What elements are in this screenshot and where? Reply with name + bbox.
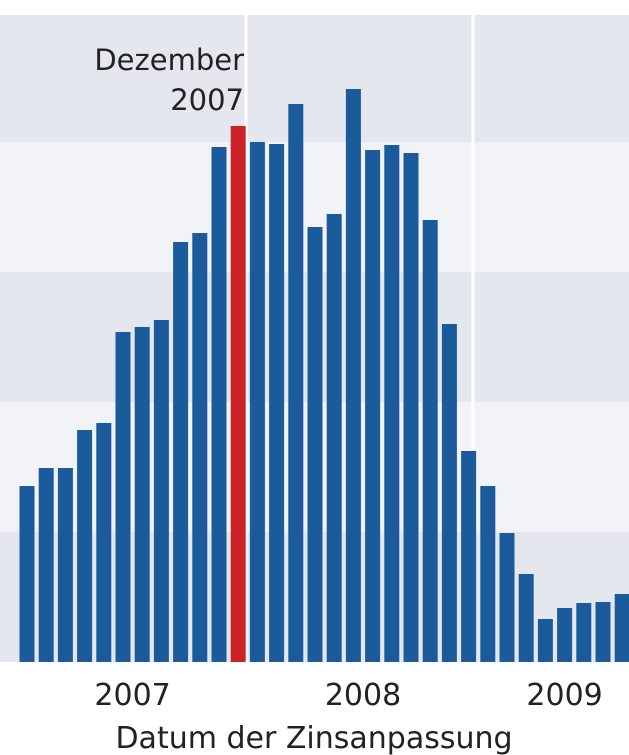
- bar: [537, 619, 553, 662]
- bar: [461, 451, 477, 662]
- bar: [576, 603, 592, 662]
- bar: [230, 126, 246, 662]
- bar: [307, 227, 323, 662]
- annotation: 2007: [170, 83, 244, 117]
- x-tick-label: 2009: [526, 678, 602, 713]
- bar: [499, 533, 515, 662]
- bar: [403, 153, 419, 662]
- bar: [211, 147, 227, 662]
- bar: [96, 423, 112, 662]
- bar: [19, 486, 35, 662]
- bar: [269, 144, 285, 662]
- bar: [557, 608, 573, 662]
- bar: [480, 486, 496, 662]
- bar: [345, 89, 361, 662]
- bar: [153, 320, 169, 662]
- bar: [115, 332, 131, 662]
- x-tick-label: 2008: [325, 678, 401, 713]
- bar: [595, 602, 611, 662]
- bar: [365, 150, 381, 662]
- bar: [614, 594, 629, 662]
- bar: [518, 574, 534, 662]
- bar: [38, 468, 54, 662]
- bar: [422, 220, 438, 662]
- bar: [288, 104, 304, 662]
- x-axis-title: Datum der Zinsanpassung: [115, 721, 512, 755]
- bar: [384, 145, 400, 662]
- bar: [134, 327, 150, 662]
- band: [0, 15, 629, 142]
- bar: [173, 242, 189, 662]
- annotation: Dezember: [94, 43, 244, 77]
- bar: [249, 142, 265, 662]
- bar: [77, 430, 93, 662]
- x-tick-label: 2007: [94, 678, 170, 713]
- bar: [441, 324, 457, 662]
- bar: [57, 468, 73, 662]
- bar: [192, 233, 208, 662]
- bar: [326, 214, 342, 662]
